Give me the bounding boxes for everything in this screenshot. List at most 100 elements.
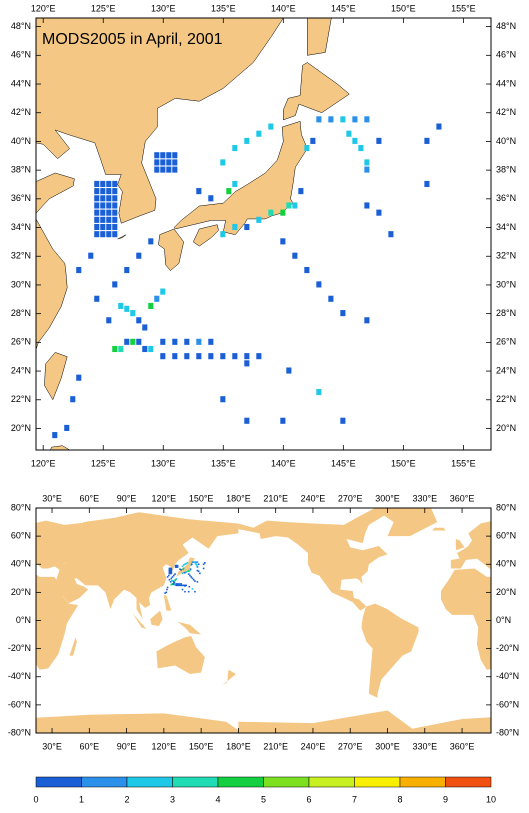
- data-cell: [186, 570, 189, 573]
- land: [163, 595, 172, 611]
- data-cell: [174, 573, 176, 575]
- land: [36, 520, 90, 569]
- data-cell: [182, 568, 184, 570]
- data-cell: [196, 581, 199, 583]
- data-cell: [154, 295, 160, 302]
- data-cell: [256, 353, 262, 360]
- data-cell: [232, 180, 238, 187]
- data-cell: [106, 209, 112, 216]
- x-tick-label: 60°E: [79, 493, 99, 503]
- land: [173, 121, 308, 235]
- data-cell: [196, 353, 202, 360]
- y-tick-label: 46°N: [496, 50, 516, 60]
- data-cell: [298, 188, 304, 195]
- data-cell: [130, 338, 136, 345]
- x-tick-label: 300°E: [375, 741, 400, 751]
- data-cell: [189, 569, 191, 572]
- data-cell: [196, 566, 199, 568]
- data-cell: [172, 159, 178, 166]
- colorbar-segment: [35, 776, 82, 788]
- data-cell: [232, 353, 238, 360]
- data-cell: [106, 231, 112, 238]
- colorbar-label: 4: [215, 794, 220, 804]
- data-cell: [376, 137, 382, 144]
- data-cell: [112, 345, 118, 353]
- x-tick-label: 120°E: [31, 458, 56, 468]
- y-tick-label: 40°N: [11, 559, 31, 569]
- data-cell: [316, 389, 322, 396]
- data-cell: [148, 302, 154, 309]
- data-cell: [166, 586, 169, 589]
- data-cell: [94, 202, 100, 209]
- x-tick-label: 210°E: [263, 493, 288, 503]
- data-cell: [180, 583, 183, 585]
- data-cell: [364, 202, 370, 209]
- top-land: [36, 18, 350, 450]
- data-cell: [184, 338, 190, 345]
- data-cell: [166, 166, 172, 173]
- colorbar-label: 9: [443, 794, 448, 804]
- data-cell: [194, 561, 196, 563]
- colorbar-label: 0: [33, 794, 38, 804]
- data-cell: [191, 577, 194, 580]
- data-cell: [189, 574, 191, 577]
- data-cell: [286, 202, 292, 209]
- x-tick-label: 150°E: [189, 493, 214, 503]
- colorbar-segment: [354, 776, 401, 788]
- data-cell: [226, 188, 232, 195]
- land: [307, 18, 332, 56]
- data-cell: [184, 571, 186, 574]
- data-cell: [171, 576, 174, 578]
- y-tick-label: -40°N: [496, 671, 519, 681]
- data-cell: [181, 588, 184, 591]
- data-cell: [204, 562, 206, 564]
- data-cell: [280, 209, 286, 216]
- data-cell: [170, 577, 173, 580]
- data-cell: [268, 123, 274, 130]
- colorbar-segment: [308, 776, 355, 788]
- y-tick-label: 40°N: [496, 136, 516, 146]
- data-cell: [352, 116, 358, 123]
- data-cell: [202, 563, 205, 566]
- data-cell: [292, 202, 298, 209]
- data-cell: [179, 584, 181, 587]
- data-cell: [220, 396, 226, 403]
- colorbar-label: 1: [79, 794, 84, 804]
- land: [381, 508, 438, 537]
- x-tick-label: 270°E: [338, 493, 363, 503]
- x-tick-label: 30°E: [42, 493, 62, 503]
- data-cell: [88, 252, 94, 259]
- data-cell: [94, 209, 100, 216]
- land: [52, 512, 239, 620]
- data-cell: [256, 130, 262, 137]
- data-cell: [316, 116, 322, 123]
- y-tick-label: 44°N: [496, 78, 516, 88]
- data-cell: [208, 353, 214, 360]
- data-cell: [76, 267, 82, 274]
- y-tick-label: 34°N: [496, 222, 516, 232]
- y-tick-label: 28°N: [496, 308, 516, 318]
- land: [36, 18, 284, 224]
- x-tick-label: 240°E: [301, 741, 326, 751]
- y-tick-label: 40°N: [11, 136, 31, 146]
- data-cell: [346, 130, 352, 137]
- data-cell: [160, 152, 166, 159]
- y-tick-label: -80°N: [8, 727, 31, 737]
- x-tick-label: 120°E: [152, 493, 177, 503]
- x-tick-label: 120°E: [152, 741, 177, 751]
- y-tick-label: 32°N: [496, 251, 516, 261]
- y-tick-label: 46°N: [11, 50, 31, 60]
- data-cell: [166, 588, 168, 591]
- data-cell: [195, 561, 197, 563]
- colorbar-label: 6: [306, 794, 311, 804]
- data-cell: [154, 166, 160, 173]
- colorbar-label: 10: [486, 794, 496, 804]
- data-cell: [208, 195, 214, 202]
- data-cell: [100, 223, 106, 231]
- data-cell: [358, 145, 364, 152]
- data-cell: [160, 166, 166, 173]
- land: [36, 713, 239, 733]
- data-cell: [424, 180, 430, 187]
- land: [36, 172, 75, 214]
- y-tick-label: 36°N: [11, 193, 31, 203]
